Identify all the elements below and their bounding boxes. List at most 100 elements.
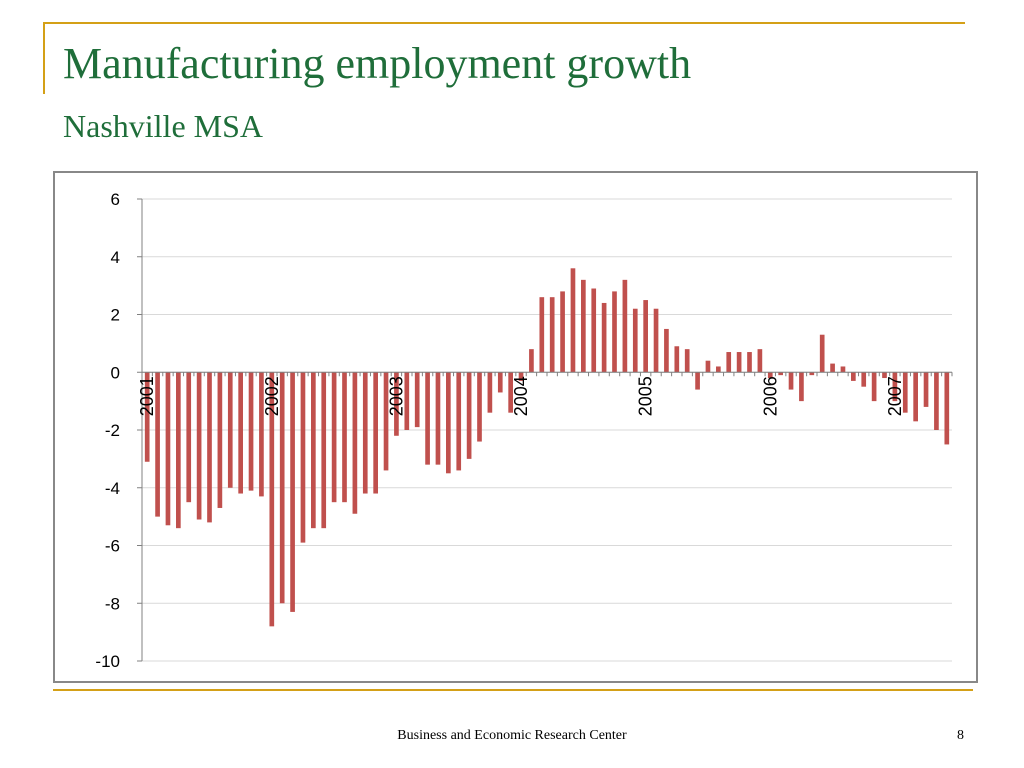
x-tick-label: 2003: [386, 376, 406, 416]
bar: [331, 372, 337, 503]
bar: [570, 268, 576, 373]
bar: [674, 346, 680, 373]
bar: [591, 288, 597, 373]
bar: [477, 372, 482, 442]
bar: [549, 297, 555, 373]
bar: [581, 279, 586, 373]
bar: [788, 372, 794, 390]
slide-title: Manufacturing employment growth: [63, 39, 692, 88]
footer-text: Business and Economic Research Center: [397, 728, 627, 743]
bar: [684, 349, 690, 373]
bar: [290, 372, 295, 612]
bar: [238, 372, 243, 494]
chart-container: 6 4 2 0 -2 -4 -6 -8 -10 2001 2002 2003 2004 2005 2006 2…: [53, 171, 978, 683]
bar: [705, 360, 711, 373]
y-tick-label: -10: [95, 652, 120, 671]
bar: [394, 372, 399, 436]
bar: [539, 297, 545, 373]
bar: [352, 372, 358, 514]
bar: [508, 372, 513, 413]
bar: [902, 372, 908, 413]
bar: [207, 372, 212, 523]
bar: [767, 372, 773, 379]
x-tick-label: 2004: [511, 376, 531, 416]
y-tick-label: -2: [105, 421, 120, 440]
bar: [622, 279, 628, 373]
bar: [757, 349, 763, 373]
bar: [217, 372, 223, 508]
y-tick-label: 6: [111, 190, 120, 209]
footer-rule: [53, 689, 973, 691]
bar: [414, 372, 420, 428]
bar: [747, 352, 752, 373]
y-tick-label: -8: [105, 594, 120, 613]
bar: [196, 372, 202, 520]
bar: [186, 372, 192, 503]
x-tick-label: 2006: [760, 376, 780, 416]
bar: [799, 372, 804, 402]
bar: [861, 372, 867, 387]
bar: [830, 363, 835, 373]
bar: [892, 372, 898, 402]
bar: [362, 372, 368, 494]
x-tick-label: 2007: [885, 376, 905, 416]
bar: [466, 372, 472, 459]
bar: [923, 372, 929, 407]
bar: [840, 366, 846, 373]
y-tick-label: 2: [111, 306, 120, 325]
bar: [435, 372, 441, 465]
bar: [664, 328, 669, 373]
bar: [144, 372, 150, 462]
bar: [944, 372, 950, 445]
bar: [819, 334, 825, 373]
y-tick-label: 4: [111, 248, 120, 267]
y-tick-label: -6: [105, 537, 120, 556]
bar: [778, 372, 783, 376]
slide-subtitle: Nashville MSA: [63, 108, 263, 144]
bar: [425, 372, 430, 465]
bar: [404, 372, 410, 430]
bar: [529, 349, 534, 373]
bar: [601, 302, 607, 373]
bar: [695, 372, 700, 390]
bar: [155, 372, 160, 517]
bar: [383, 372, 389, 471]
bar: [716, 366, 721, 373]
bar: [643, 300, 648, 373]
bar: [612, 291, 617, 373]
bar: [518, 372, 524, 381]
bar: [653, 308, 659, 373]
bar: [300, 372, 306, 543]
bar: [726, 352, 732, 373]
bar: [934, 372, 939, 430]
bar: [851, 372, 856, 381]
bar: [373, 372, 378, 494]
bar: [497, 372, 503, 393]
bar-chart: 6 4 2 0 -2 -4 -6 -8 -10 2001 2002 2003 2004 2005 2006 2…: [95, 190, 953, 671]
x-tick-label: 2002: [262, 376, 282, 416]
bar: [456, 372, 462, 471]
page-number: 8: [957, 728, 964, 743]
y-tick-label: 0: [111, 363, 120, 382]
bar: [248, 372, 254, 491]
bar: [736, 352, 742, 373]
bar: [487, 372, 493, 413]
bar: [165, 372, 171, 526]
bar: [632, 308, 638, 373]
bar: [311, 372, 316, 529]
bar: [446, 372, 451, 474]
bar: [279, 372, 285, 604]
title-frame-top-rule: [43, 22, 965, 24]
title-frame-left-rule: [43, 22, 45, 94]
x-tick-label: 2001: [137, 376, 157, 416]
bar: [913, 372, 918, 422]
bar: [342, 372, 347, 503]
bar: [176, 372, 181, 529]
bar: [882, 372, 887, 379]
bar: [321, 372, 327, 529]
bar: [871, 372, 877, 402]
bar: [809, 372, 815, 376]
x-tick-label: 2005: [636, 376, 656, 416]
bar: [227, 372, 233, 488]
bar: [259, 372, 264, 497]
